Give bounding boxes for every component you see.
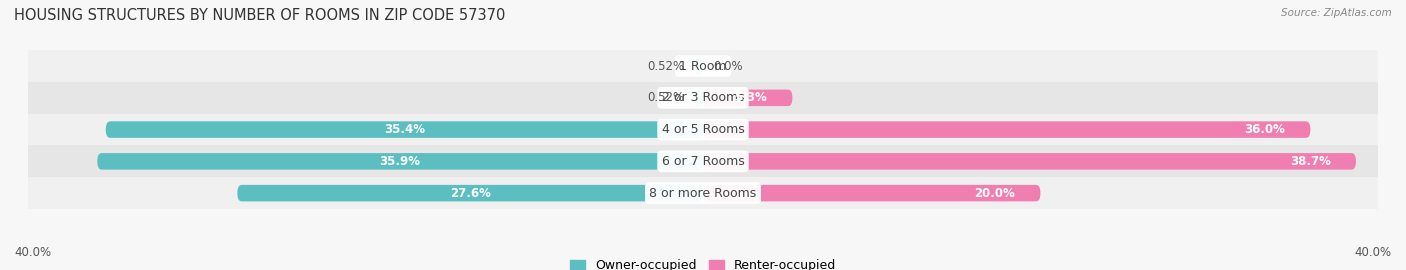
Text: Source: ZipAtlas.com: Source: ZipAtlas.com: [1281, 8, 1392, 18]
Text: 36.0%: 36.0%: [1244, 123, 1285, 136]
Text: 40.0%: 40.0%: [1355, 246, 1392, 259]
Text: 5.3%: 5.3%: [734, 91, 768, 104]
FancyBboxPatch shape: [105, 121, 703, 138]
Bar: [28, 82, 1378, 114]
Text: 1 Room: 1 Room: [679, 60, 727, 73]
Text: HOUSING STRUCTURES BY NUMBER OF ROOMS IN ZIP CODE 57370: HOUSING STRUCTURES BY NUMBER OF ROOMS IN…: [14, 8, 505, 23]
Text: 0.0%: 0.0%: [713, 60, 742, 73]
Text: 0.52%: 0.52%: [647, 91, 685, 104]
FancyBboxPatch shape: [703, 121, 1310, 138]
Text: 2 or 3 Rooms: 2 or 3 Rooms: [662, 91, 744, 104]
FancyBboxPatch shape: [703, 90, 793, 106]
Legend: Owner-occupied, Renter-occupied: Owner-occupied, Renter-occupied: [569, 259, 837, 270]
Text: 6 or 7 Rooms: 6 or 7 Rooms: [662, 155, 744, 168]
FancyBboxPatch shape: [97, 153, 703, 170]
Text: 0.52%: 0.52%: [647, 60, 685, 73]
Text: 38.7%: 38.7%: [1289, 155, 1330, 168]
Text: 8 or more Rooms: 8 or more Rooms: [650, 187, 756, 200]
Bar: [28, 114, 1378, 146]
Text: 20.0%: 20.0%: [974, 187, 1015, 200]
Bar: [28, 50, 1378, 82]
Text: 35.4%: 35.4%: [384, 123, 425, 136]
Text: 4 or 5 Rooms: 4 or 5 Rooms: [662, 123, 744, 136]
Bar: [28, 177, 1378, 209]
Text: 27.6%: 27.6%: [450, 187, 491, 200]
FancyBboxPatch shape: [703, 153, 1355, 170]
Text: 35.9%: 35.9%: [380, 155, 420, 168]
Text: 40.0%: 40.0%: [14, 246, 51, 259]
FancyBboxPatch shape: [703, 185, 1040, 201]
FancyBboxPatch shape: [695, 58, 703, 74]
Bar: [28, 146, 1378, 177]
FancyBboxPatch shape: [238, 185, 703, 201]
FancyBboxPatch shape: [695, 90, 703, 106]
